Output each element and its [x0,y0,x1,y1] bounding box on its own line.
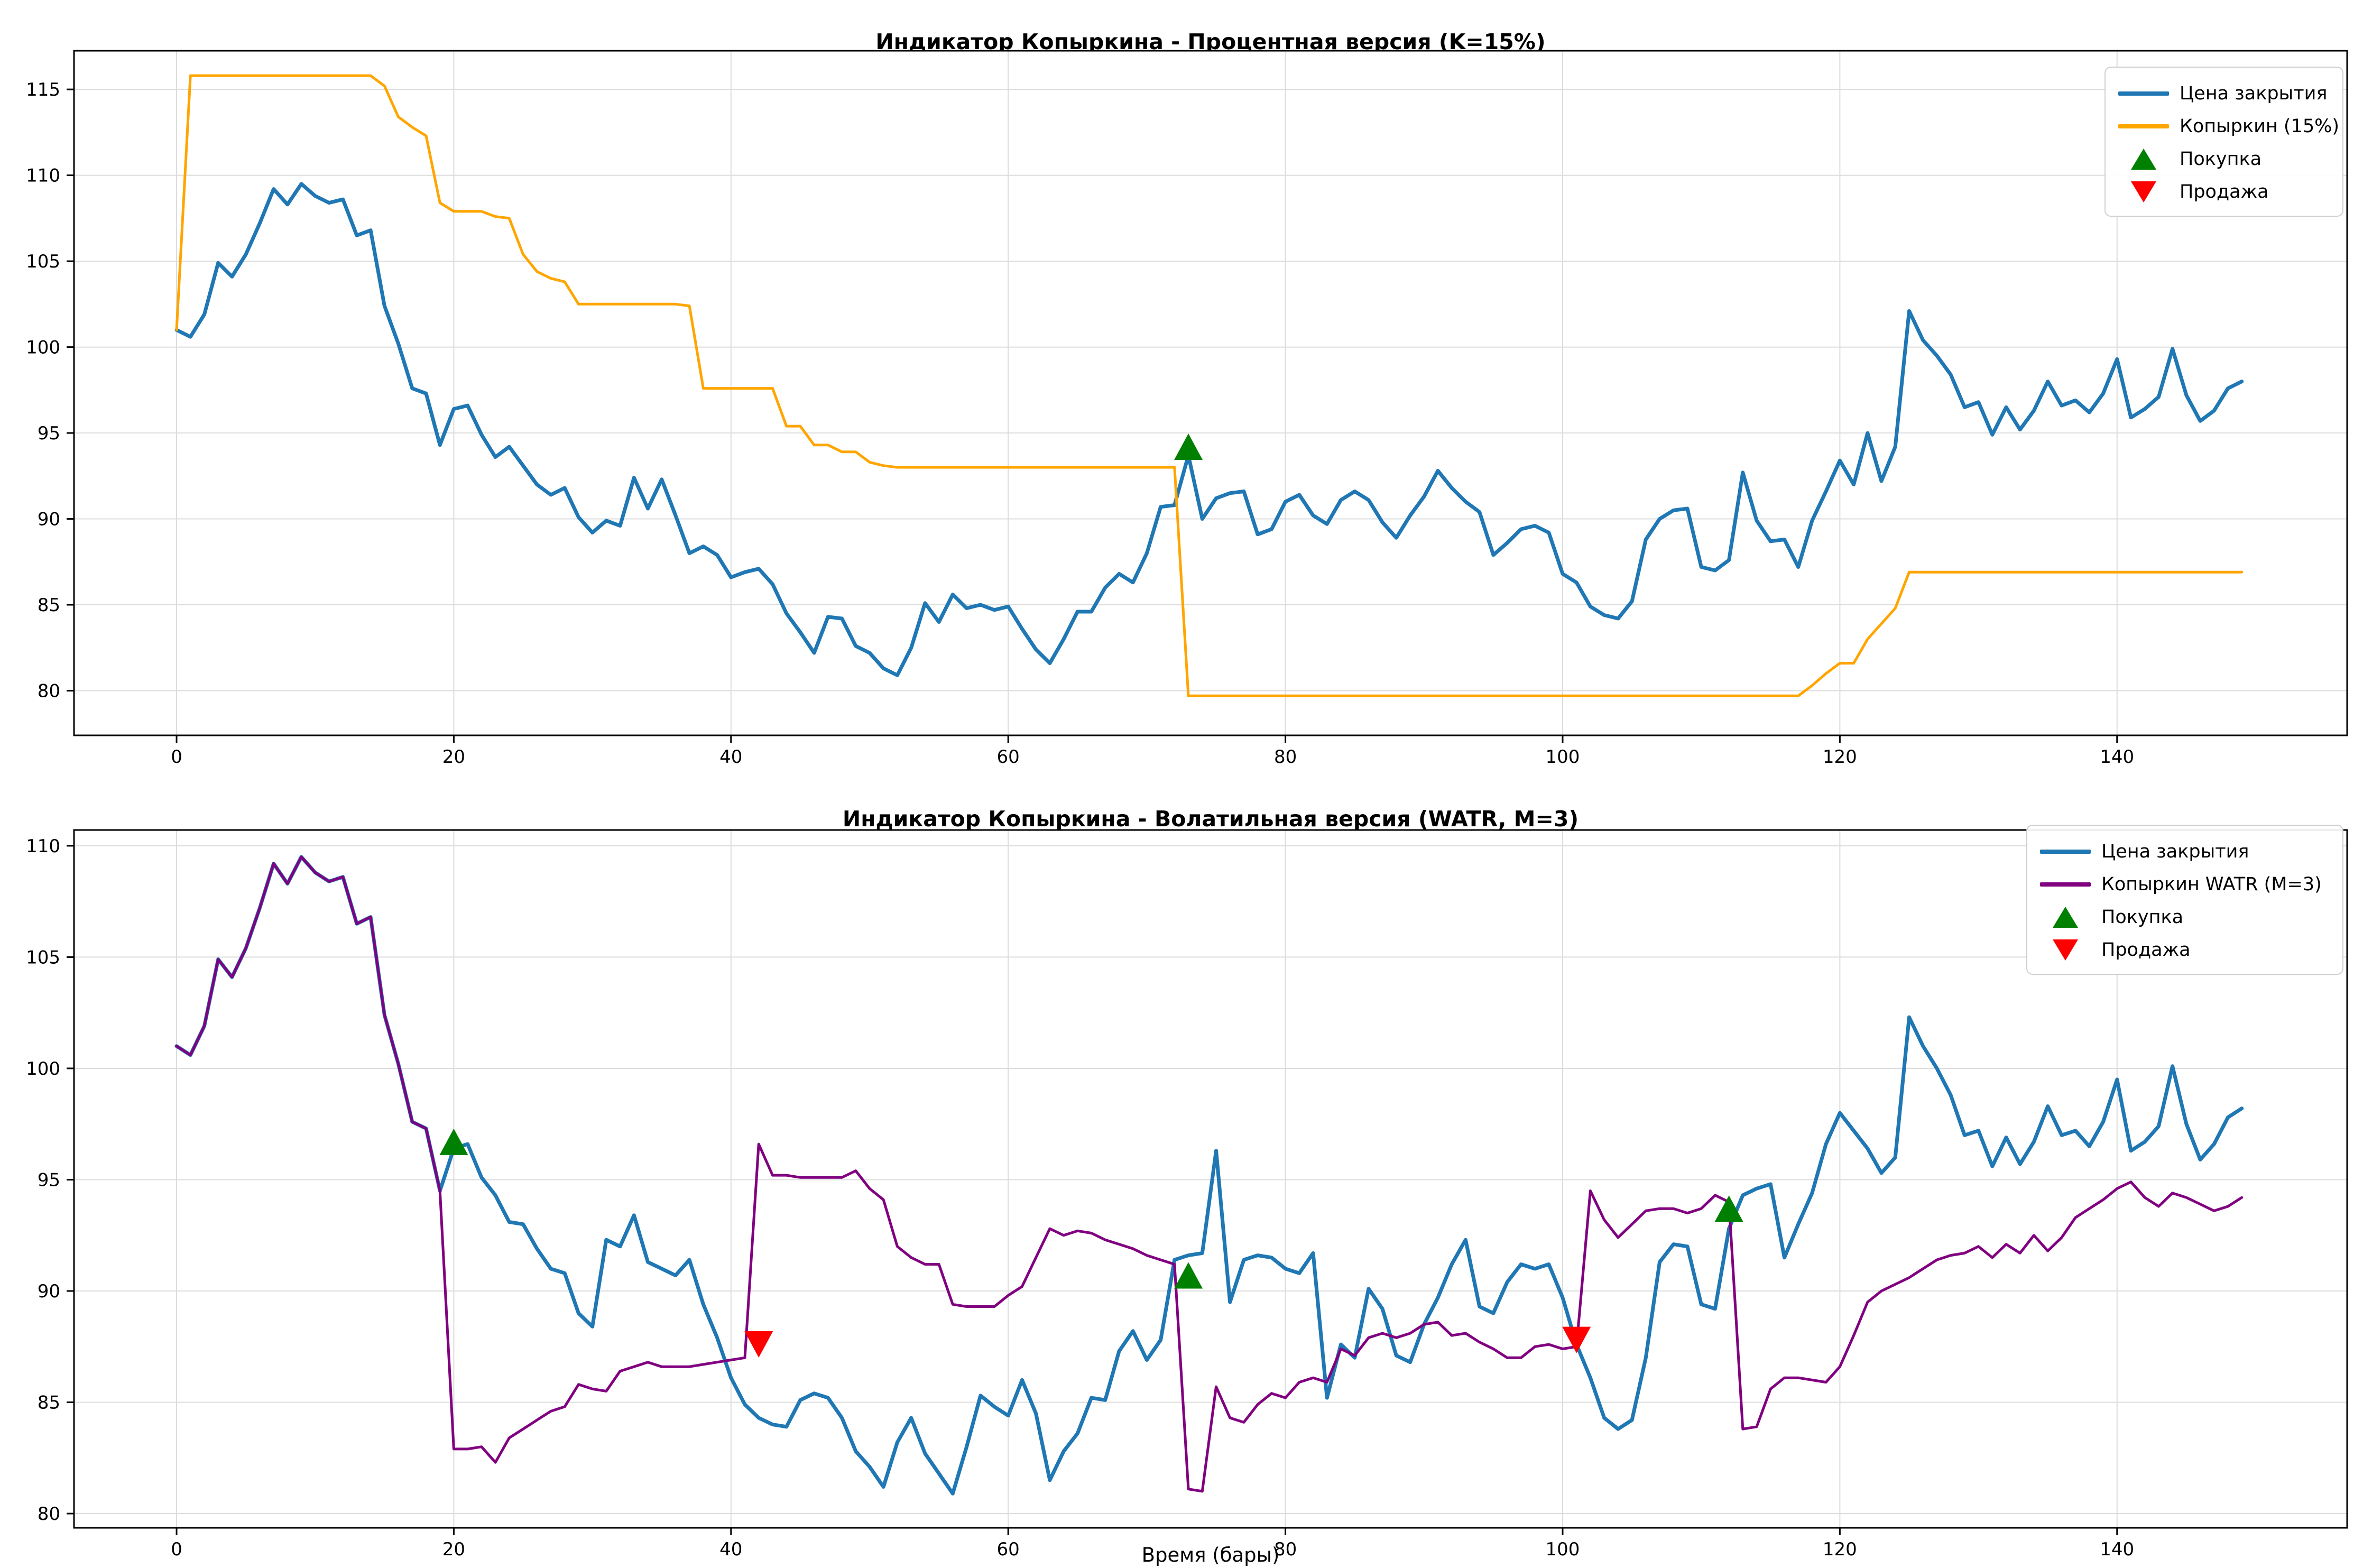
buy-marker-icon [2053,907,2078,928]
y-tick-label: 105 [26,251,60,272]
legend-watr: Цена закрытия Копыркин WATR (M=3) Покупка П… [2026,825,2343,975]
plot-area-watr: 0 20 40 60 80 100 120 140 80 85 90 95 100 105 110 [26,829,2348,1560]
legend-label: Копыркин WATR (M=3) [2101,874,2322,895]
legend-label: Цена закрытия [2180,83,2328,104]
legend-label: Копыркин (15%) [2180,116,2339,137]
y-tick-label: 80 [38,1504,60,1525]
y-tick-label: 90 [38,509,60,530]
series-line [175,855,2244,1493]
legend-line-swatch [2040,850,2091,854]
legend-percent: Цена закрытия Копыркин (15%) Покупка Продаж… [2104,67,2343,217]
y-tick-label: 100 [26,337,60,358]
x-tick-label: 80 [1274,746,1297,768]
legend-line-swatch [2118,91,2169,96]
x-tick-label: 60 [997,1539,1020,1560]
legend-item: Продажа [2039,934,2328,966]
legend-item: Копыркин (15%) [2117,110,2339,143]
buy-marker-icon [1174,433,1203,460]
legend-line-swatch [2118,124,2169,128]
sell-marker-icon [2131,181,2156,202]
y-tick-label: 95 [38,423,60,444]
x-tick-label: 120 [1823,746,1857,768]
legend-item: Продажа [2117,176,2328,208]
x-tick-label: 80 [1274,1539,1297,1560]
legend-label: Покупка [2180,149,2262,170]
x-axis-label: Время (бары) [1141,1544,1280,1566]
legend-item: Цена закрытия [2039,835,2328,868]
x-tick-label: 0 [171,746,182,768]
legend-label: Покупка [2101,907,2184,928]
y-tick-label: 110 [26,836,60,857]
x-tick-label: 0 [171,1539,182,1560]
sell-marker-icon [2053,939,2078,961]
y-tick-label: 95 [38,1169,60,1191]
x-tick-label: 40 [719,746,742,768]
legend-item: Покупка [2117,143,2328,176]
x-tick-label: 120 [1823,1539,1857,1560]
y-tick-label: 85 [38,595,60,616]
legend-item: Покупка [2039,901,2328,934]
sell-marker-icon [1562,1326,1591,1353]
x-tick-label: 100 [1546,746,1580,768]
legend-label: Продажа [2101,939,2191,961]
x-tick-label: 60 [997,746,1020,768]
x-tick-label: 40 [719,1539,742,1560]
buy-marker-icon [439,1128,468,1155]
y-tick-label: 90 [38,1281,60,1302]
y-tick-label: 115 [26,79,60,100]
legend-line-swatch [2040,882,2091,887]
x-tick-label: 20 [442,1539,465,1560]
legend-item: Цена закрытия [2117,77,2328,110]
x-tick-label: 140 [2100,746,2134,768]
buy-marker-icon [1714,1195,1743,1222]
chart-title-watr: Индикатор Копыркина - Волатильная версия… [842,806,1579,832]
y-tick-label: 85 [38,1392,60,1414]
series-line [174,855,2244,1496]
legend-label: Продажа [2180,181,2269,202]
legend-item: Копыркин WATR (M=3) [2039,868,2328,901]
x-tick-label: 20 [442,746,465,768]
sell-marker-icon [744,1331,773,1358]
y-tick-label: 80 [38,681,60,702]
x-tick-label: 100 [1546,1539,1580,1560]
plot-area-percent: 0 20 40 60 80 100 120 140 80 85 90 95 100 105 110 115 [26,50,2348,768]
series-line [174,182,2244,677]
x-tick-label: 140 [2100,1539,2134,1560]
buy-marker-icon [1174,1262,1203,1289]
y-tick-label: 105 [26,947,60,968]
series-line [175,74,2244,697]
buy-marker-icon [2131,149,2156,170]
y-tick-label: 100 [26,1058,60,1080]
legend-label: Цена закрытия [2101,841,2249,862]
plot-spines [73,50,2348,736]
y-tick-label: 110 [26,165,60,187]
